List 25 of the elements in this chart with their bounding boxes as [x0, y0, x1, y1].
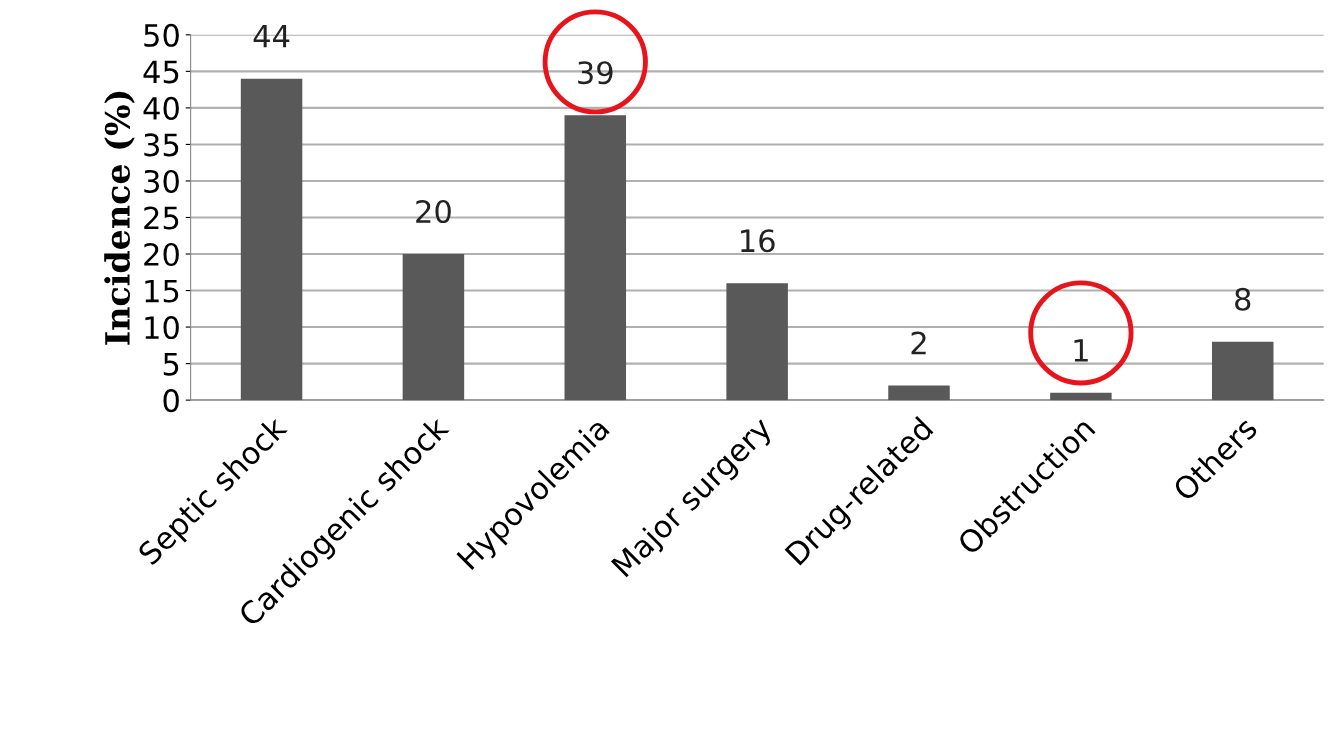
bar: [1050, 392, 1112, 401]
y-tick-label: 25: [144, 206, 179, 230]
data-label: 8: [1235, 287, 1251, 311]
y-axis-title: Incidence (%): [104, 91, 135, 345]
y-tick-label: 40: [143, 96, 179, 120]
y-tick-label: 50: [144, 23, 179, 47]
data-label: 39: [578, 61, 613, 85]
bar: [402, 254, 465, 401]
data-label: 20: [416, 199, 451, 224]
y-tick-label: 20: [144, 242, 179, 267]
y-tick-label: 5: [163, 352, 179, 376]
bar: [1211, 341, 1274, 401]
y-tick-label: 35: [144, 133, 179, 157]
y-tick-label: 45: [143, 60, 179, 84]
data-label: 1: [1074, 339, 1088, 362]
data-label: 44: [253, 25, 290, 48]
y-tick-label: 15: [145, 279, 179, 303]
y-tick-label: 30: [144, 169, 179, 193]
data-label: 2: [911, 331, 926, 355]
y-tick-label: 0: [163, 389, 179, 413]
bar: [240, 78, 303, 401]
bar: [726, 283, 788, 401]
bar: [888, 385, 950, 401]
y-tick-label: 10: [145, 316, 179, 340]
data-label: 16: [741, 229, 775, 253]
